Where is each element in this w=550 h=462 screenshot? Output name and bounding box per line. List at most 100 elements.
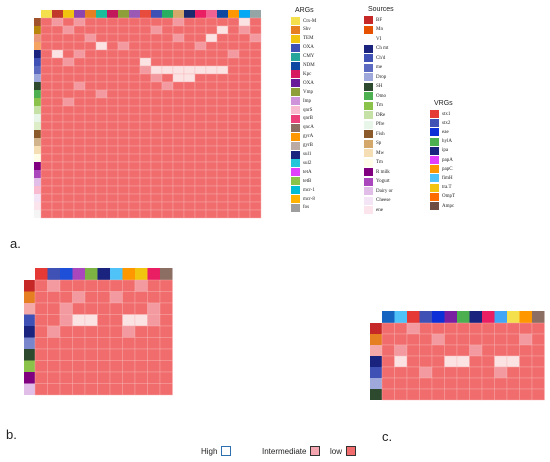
- heatmap-cell: [84, 360, 98, 373]
- heatmap-cell: [183, 97, 196, 107]
- top-strip-cell: [85, 10, 96, 18]
- heatmap-cell: [183, 193, 196, 203]
- heatmap-cell: [73, 169, 86, 179]
- heatmap-cell: [106, 193, 119, 203]
- heatmap-cell: [72, 360, 86, 373]
- heatmap-cell: [249, 113, 262, 123]
- legend-label: Omo: [376, 93, 386, 99]
- heatmap-cell: [419, 333, 433, 346]
- heatmap-cell: [205, 129, 218, 139]
- heatmap-cell: [106, 129, 119, 139]
- heatmap-cell: [51, 17, 64, 27]
- heatmap-cell: [238, 73, 251, 83]
- legend-vrgs-item: papC: [430, 165, 453, 174]
- heatmap-cell: [481, 333, 495, 346]
- heatmap-cell: [73, 145, 86, 155]
- top-strip-cell: [107, 10, 118, 18]
- heatmap-cell: [147, 325, 161, 338]
- heatmap-cell: [95, 113, 108, 123]
- top-strip-cell: [118, 10, 129, 18]
- heatmap-cell: [128, 65, 141, 75]
- heatmap-cell: [159, 348, 173, 361]
- legend-label: VI: [376, 36, 382, 42]
- top-strip-cell: [97, 268, 110, 280]
- heatmap-cell: [117, 73, 130, 83]
- heatmap-cell: [194, 49, 207, 59]
- heatmap-cell: [194, 185, 207, 195]
- legend-sources-title: Sources: [368, 6, 394, 13]
- heatmap-cell: [47, 279, 61, 292]
- panel-label-b: b.: [6, 427, 17, 442]
- heatmap-cell: [205, 65, 218, 75]
- heatmap-cell: [59, 302, 73, 315]
- heatmap-cell: [34, 325, 48, 338]
- heatmap-cell: [62, 169, 75, 179]
- heatmap-cell: [249, 137, 262, 147]
- heatmap-cell: [147, 383, 161, 396]
- legend-args-item: tetA: [291, 168, 312, 177]
- heatmap-cell: [34, 348, 48, 361]
- heatmap-cell: [227, 129, 240, 139]
- top-strip-cell: [206, 10, 217, 18]
- heatmap-cell: [249, 41, 262, 51]
- heatmap-cell: [84, 193, 97, 203]
- heatmap-cell: [40, 57, 53, 67]
- legend-args-item: OXA: [291, 43, 314, 52]
- heatmap-cell: [128, 89, 141, 99]
- legend-args-item: OXA: [291, 79, 314, 88]
- heatmap-cell: [227, 161, 240, 171]
- heatmap-cell: [249, 17, 262, 27]
- left-strip-cell: [34, 146, 41, 154]
- key-high-label: High: [201, 446, 218, 456]
- legend-swatch: [291, 123, 300, 132]
- heatmap-cell: [51, 113, 64, 123]
- heatmap-cell: [128, 201, 141, 211]
- heatmap-cell: [134, 314, 148, 327]
- heatmap-cell: [134, 302, 148, 315]
- heatmap-cell: [84, 348, 98, 361]
- heatmap-cell: [161, 57, 174, 67]
- key-low-label: low: [330, 446, 343, 456]
- heatmap-cell: [238, 201, 251, 211]
- heatmap-cell: [139, 177, 152, 187]
- legend-sources-item: Pfre: [364, 120, 384, 129]
- heatmap-cell: [238, 113, 251, 123]
- heatmap-cell: [95, 177, 108, 187]
- heatmap-cell: [249, 177, 262, 187]
- heatmap-cell: [161, 25, 174, 35]
- legend-swatch: [364, 187, 373, 195]
- legend-vrgs-item: stx1: [430, 110, 450, 118]
- legend-label: mcr-1: [303, 187, 315, 193]
- heatmap-cell: [238, 89, 251, 99]
- heatmap-cell: [183, 169, 196, 179]
- heatmap-cell: [40, 25, 53, 35]
- legend-sources-item: Mn: [364, 25, 383, 34]
- heatmap-cell: [249, 153, 262, 163]
- heatmap-cell: [481, 355, 495, 368]
- legend-vrgs-item: OmpT: [430, 192, 455, 201]
- heatmap-cell: [249, 193, 262, 203]
- heatmap-cell: [84, 337, 98, 350]
- heatmap-cell: [40, 113, 53, 123]
- legend-swatch: [364, 44, 373, 53]
- heatmap-cell: [419, 366, 433, 379]
- legend-label: fimH: [442, 175, 453, 181]
- heatmap-cell: [122, 371, 136, 384]
- heatmap-cell: [444, 344, 458, 357]
- top-strip-cell: [47, 268, 60, 280]
- heatmap-cell: [183, 81, 196, 91]
- heatmap-cell: [106, 73, 119, 83]
- legend-sources-item: Yogurt: [364, 177, 390, 186]
- legend-swatch: [364, 177, 373, 186]
- heatmap-cell: [216, 201, 229, 211]
- heatmap-cell: [95, 33, 108, 43]
- top-strip-cell: [41, 10, 52, 18]
- heatmap-cell: [84, 291, 98, 304]
- left-strip-cell: [34, 50, 41, 58]
- legend-label: Imp: [303, 98, 312, 104]
- legend-swatch: [291, 79, 300, 88]
- key-low: low: [330, 446, 357, 456]
- heatmap-cell: [51, 201, 64, 211]
- heatmap-cell: [84, 65, 97, 75]
- heatmap-cell: [494, 344, 508, 357]
